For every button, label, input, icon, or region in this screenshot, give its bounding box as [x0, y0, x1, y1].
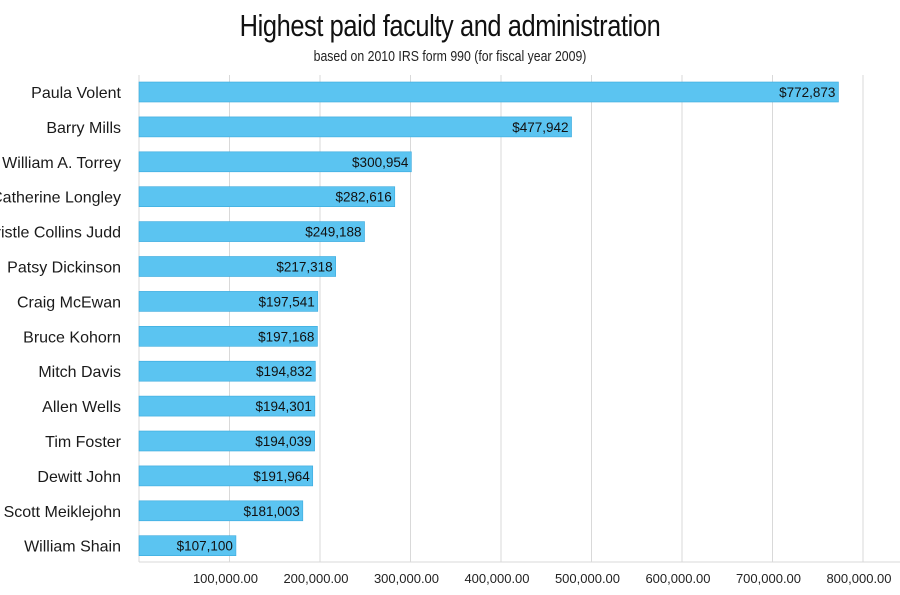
x-tick-label: 400,000.00 — [464, 571, 529, 586]
bar — [138, 116, 572, 138]
category-label: Dewitt John — [37, 469, 121, 486]
category-label: Patsy Dickinson — [7, 260, 121, 277]
category-label: Paula Volent — [31, 85, 121, 102]
category-labels: Paula Volent Barry Mills William A. Torrey… — [0, 85, 122, 556]
data-label: $194,832 — [256, 364, 312, 379]
data-label: $181,003 — [243, 504, 299, 519]
data-label: $107,100 — [177, 539, 233, 554]
bar — [138, 256, 336, 277]
category-label: Barry Mills — [46, 120, 121, 137]
bar — [138, 291, 319, 312]
category-label: William A. Torrey — [2, 155, 121, 172]
bar — [138, 465, 314, 487]
bar — [138, 186, 396, 207]
data-label: $249,188 — [305, 225, 361, 240]
chart-subtitle: based on 2010 IRS form 990 (for fiscal y… — [313, 48, 587, 65]
x-tick-label: 800,000.00 — [826, 571, 891, 586]
category-label: Cristle Collins Judd — [0, 225, 121, 242]
data-label: $300,954 — [352, 155, 409, 170]
x-axis-tick-labels: 100,000.00 200,000.00 300,000.00 400,000.00… — [193, 571, 892, 586]
data-label: $194,301 — [256, 399, 312, 414]
bar — [138, 395, 316, 417]
data-label: $282,616 — [335, 190, 391, 205]
gridlines — [138, 75, 900, 563]
category-label: Allen Wells — [42, 399, 121, 416]
data-label: $197,541 — [258, 294, 314, 309]
category-label: William Shain — [24, 539, 121, 556]
x-tick-label: 600,000.00 — [645, 571, 710, 586]
category-label: Bruce Kohorn — [23, 329, 121, 346]
category-label: Scott Meiklejohn — [4, 504, 121, 521]
category-label: Catherine Longley — [0, 190, 121, 207]
category-label: Craig McEwan — [17, 294, 121, 311]
bars: $772,873 $477,942 $300,954 $282,616 $249,188… — [138, 81, 839, 557]
x-tick-label: 700,000.00 — [736, 571, 801, 586]
bar — [138, 535, 237, 557]
x-tick-label: 300,000.00 — [374, 571, 439, 586]
data-label: $194,039 — [255, 434, 311, 449]
data-label: $197,168 — [258, 329, 314, 344]
bar — [138, 500, 304, 522]
data-label: $191,964 — [253, 469, 310, 484]
bar — [138, 151, 412, 173]
data-label: $217,318 — [276, 260, 332, 275]
chart-title: Highest paid faculty and administration — [239, 8, 661, 43]
category-label: Mitch Davis — [38, 364, 121, 381]
category-label: Tim Foster — [45, 434, 122, 451]
bar — [138, 430, 315, 452]
bar — [138, 360, 316, 382]
bar — [138, 325, 318, 347]
x-tick-label: 100,000.00 — [193, 571, 258, 586]
data-label: $477,942 — [512, 120, 568, 135]
data-label: $772,873 — [779, 85, 835, 100]
x-tick-label: 500,000.00 — [555, 571, 620, 586]
bar — [138, 81, 839, 103]
x-tick-label: 200,000.00 — [283, 571, 348, 586]
bar — [138, 221, 365, 242]
